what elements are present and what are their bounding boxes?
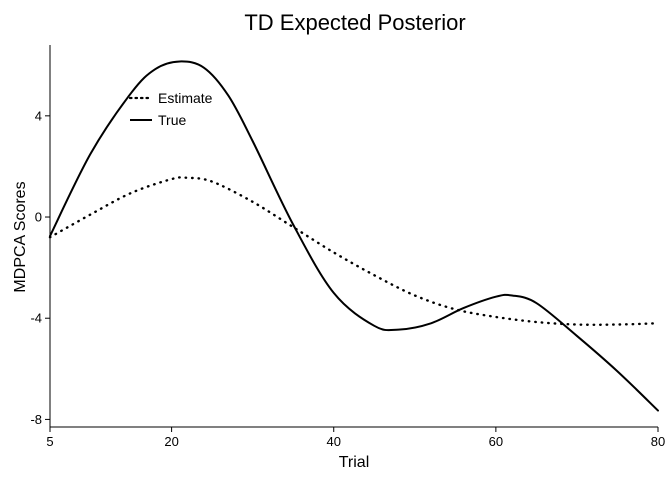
legend: Estimate True [128, 90, 213, 128]
x-tick-label: 5 [46, 434, 53, 449]
x-tick-label: 20 [164, 434, 178, 449]
legend-true-label: True [158, 112, 186, 128]
y-ticks: 4 0 -4 -8 [30, 108, 50, 427]
y-tick-label: 4 [35, 108, 42, 123]
series-line-estimate [48, 176, 660, 326]
chart-title: TD Expected Posterior [244, 10, 465, 35]
x-tick-label: 60 [489, 434, 503, 449]
y-axis-title: MDPCA Scores [12, 181, 29, 292]
x-axis-title: Trial [339, 454, 370, 471]
plot-area: 5 20 40 60 80 40-4-8 [30, 45, 665, 449]
y-tick-label: -8 [30, 412, 42, 427]
y-tick-label: 0 [35, 210, 42, 225]
x-tick-label: 40 [326, 434, 340, 449]
legend-estimate-label: Estimate [158, 90, 213, 106]
series-layer [48, 60, 660, 412]
series-line-true [49, 60, 659, 412]
x-tick-label: 80 [651, 434, 665, 449]
y-tick-label: -4 [30, 311, 42, 326]
x-ticks: 5 20 40 60 80 [46, 427, 665, 449]
